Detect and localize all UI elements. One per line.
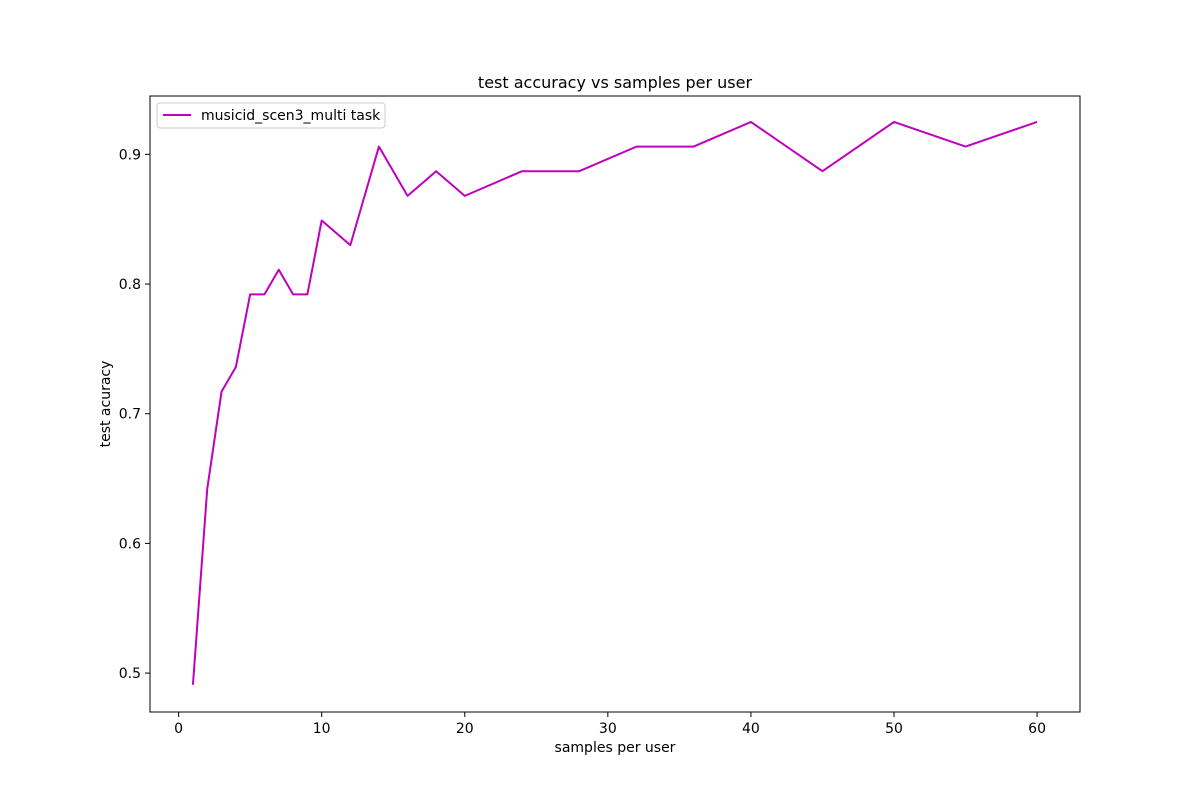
chart-title: test accuracy vs samples per user xyxy=(478,73,753,92)
x-tick-label: 50 xyxy=(885,721,903,737)
x-tick-label: 40 xyxy=(742,721,760,737)
legend-label: musicid_scen3_multi task xyxy=(201,108,381,124)
y-tick-label: 0.6 xyxy=(119,536,141,552)
x-tick-label: 20 xyxy=(456,721,474,737)
plot-area xyxy=(191,120,1038,685)
axes-frame xyxy=(149,95,1081,713)
x-tick-label: 10 xyxy=(313,721,331,737)
y-axis-ticks: 0.5 0.6 0.7 0.8 0.9 xyxy=(119,147,150,682)
y-tick-label: 0.5 xyxy=(119,666,141,682)
legend-box xyxy=(156,102,386,129)
y-axis-label: test acuracy xyxy=(98,361,114,448)
x-tick-label: 60 xyxy=(1028,721,1046,737)
y-tick-label: 0.8 xyxy=(119,277,141,293)
x-tick-label: 30 xyxy=(599,721,617,737)
y-tick-label: 0.7 xyxy=(119,407,141,423)
x-axis-label: samples per user xyxy=(555,740,676,756)
series-line-0 xyxy=(191,120,1038,685)
x-tick-label: 0 xyxy=(174,721,183,737)
legend: musicid_scen3_multi task xyxy=(156,102,386,129)
x-axis-ticks: 0 10 20 30 40 50 60 xyxy=(174,712,1046,737)
y-tick-label: 0.9 xyxy=(119,147,141,163)
